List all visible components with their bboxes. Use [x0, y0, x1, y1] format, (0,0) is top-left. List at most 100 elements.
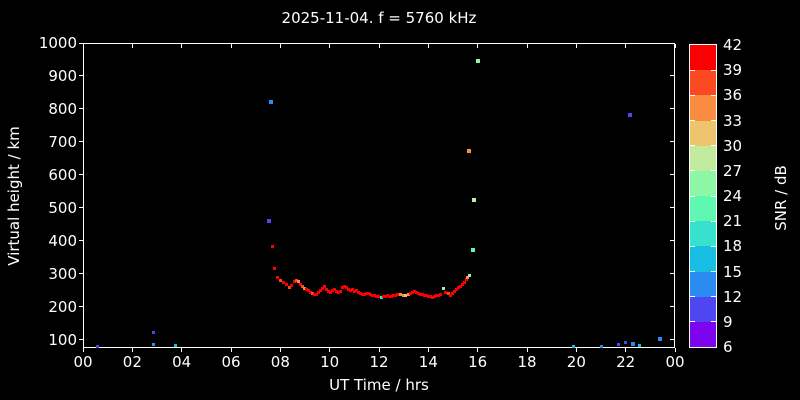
data-point — [624, 341, 628, 345]
x-tick — [625, 348, 627, 352]
y-tick — [79, 240, 83, 242]
data-point — [431, 296, 435, 300]
data-point — [298, 282, 302, 286]
x-tick-label: 08 — [270, 353, 290, 371]
data-point — [425, 294, 429, 298]
data-point — [344, 286, 348, 290]
x-tick-label: 00 — [665, 353, 685, 371]
data-point — [357, 291, 361, 295]
chart-title: 2025-11-04. f = 5760 kHz — [281, 9, 477, 27]
x-tick-top — [427, 44, 429, 48]
data-point — [287, 285, 291, 289]
colorbar-boundary-tick — [690, 321, 695, 323]
data-point — [434, 294, 438, 298]
colorbar-boundary-tick — [711, 245, 716, 247]
data-point — [330, 289, 334, 293]
data-point — [366, 292, 370, 296]
x-tick-top — [625, 44, 627, 48]
x-tick-label: 18 — [517, 353, 537, 371]
x-tick — [674, 348, 676, 352]
data-point — [463, 280, 467, 284]
data-point — [414, 291, 418, 295]
x-tick — [230, 348, 232, 352]
data-point — [289, 283, 293, 287]
x-tick-top — [674, 44, 676, 48]
x-tick-top — [230, 44, 232, 48]
colorbar-tick-label: 12 — [723, 287, 743, 306]
colorbar-boundary-tick — [711, 170, 716, 172]
data-point — [306, 289, 310, 293]
colorbar-boundary-tick — [711, 145, 716, 147]
data-point — [326, 290, 330, 294]
data-point — [321, 287, 324, 291]
data-point — [362, 293, 366, 297]
x-tick — [526, 348, 528, 352]
data-point — [404, 294, 408, 298]
colorbar-segment — [690, 45, 716, 71]
data-point — [364, 292, 368, 296]
y-axis-label: Virtual height / km — [5, 126, 23, 266]
data-point — [390, 295, 394, 299]
y-tick — [79, 306, 83, 308]
data-point — [385, 294, 389, 298]
x-axis-label: UT Time / hrs — [329, 376, 429, 394]
colorbar-boundary-tick — [690, 69, 695, 71]
data-point — [442, 286, 446, 290]
data-point — [381, 295, 385, 299]
data-point — [421, 293, 425, 297]
colorbar-tick-label: 36 — [723, 86, 743, 105]
data-point — [268, 99, 273, 104]
colorbar-segment — [690, 95, 716, 121]
data-point — [342, 285, 346, 289]
data-point — [436, 294, 440, 298]
y-tick-right — [670, 306, 674, 308]
colorbar-boundary-tick — [690, 170, 695, 172]
y-tick — [79, 339, 83, 341]
colorbar-boundary-tick — [711, 94, 716, 96]
data-point — [284, 282, 288, 286]
y-tick — [79, 108, 83, 110]
y-tick — [79, 141, 83, 143]
colorbar-boundary-tick — [711, 271, 716, 272]
y-tick-label: 100 — [48, 330, 77, 349]
data-point — [658, 336, 663, 341]
y-tick-label: 400 — [48, 231, 77, 250]
data-point — [328, 291, 332, 295]
x-tick-label: 04 — [172, 353, 192, 371]
x-tick — [378, 348, 380, 352]
plot-area — [83, 43, 675, 348]
x-tick-top — [526, 44, 528, 48]
data-point — [340, 286, 344, 290]
x-tick — [427, 348, 429, 352]
y-tick-right — [670, 339, 674, 341]
data-point — [348, 289, 352, 293]
x-tick-top — [477, 44, 479, 48]
data-point — [468, 273, 472, 277]
data-point — [475, 59, 480, 64]
y-tick-right — [670, 273, 674, 275]
colorbar-boundary-tick — [690, 94, 695, 96]
data-point — [352, 290, 356, 294]
y-tick-right — [670, 141, 674, 143]
colorbar-boundary-tick — [690, 296, 695, 298]
colorbar-tick-label: 21 — [723, 212, 743, 231]
y-tick-right — [670, 207, 674, 209]
data-point — [373, 294, 377, 298]
colorbar-boundary-tick — [711, 296, 716, 298]
data-point — [627, 112, 632, 117]
y-tick — [79, 75, 83, 77]
data-point — [471, 248, 476, 253]
y-tick-label: 900 — [48, 66, 77, 85]
data-point — [377, 295, 380, 299]
y-tick-right — [670, 75, 674, 77]
colorbar-segment — [690, 196, 716, 222]
data-point — [316, 291, 320, 295]
data-point — [388, 295, 392, 299]
data-point — [267, 219, 272, 224]
colorbar-tick-label: 27 — [723, 161, 743, 180]
data-point — [637, 344, 641, 348]
data-point — [368, 293, 372, 297]
colorbar-tick-label: 9 — [723, 312, 733, 331]
data-point — [466, 275, 470, 279]
x-tick-label: 16 — [468, 353, 488, 371]
